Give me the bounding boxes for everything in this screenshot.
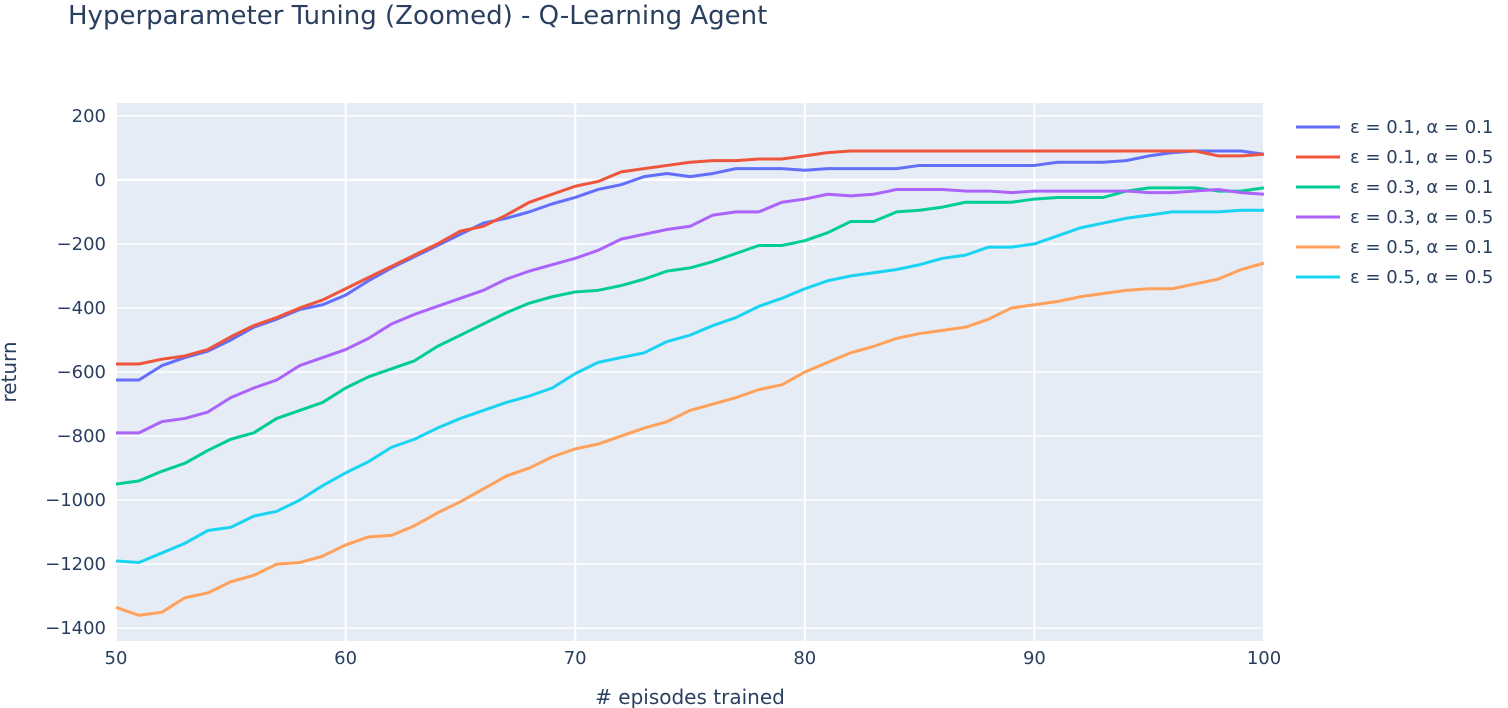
legend[interactable]: ε = 0.1, α = 0.1 ε = 0.1, α = 0.5 ε = 0.3,… [1296, 117, 1493, 288]
x-tick-label: 90 [1023, 648, 1046, 669]
legend-label: ε = 0.5, α = 0.5 [1350, 267, 1493, 288]
x-tick-label: 60 [334, 648, 357, 669]
x-tick-label: 100 [1247, 648, 1281, 669]
series-lines [115, 149, 1265, 617]
y-tick-label: −600 [57, 362, 106, 383]
x-tick-label: 70 [564, 648, 587, 669]
y-tick-label: 200 [72, 106, 106, 127]
y-tick-label: 0 [95, 170, 106, 191]
series-line-1 [116, 149, 1265, 382]
x-tick-label: 80 [793, 648, 816, 669]
legend-label: ε = 0.5, α = 0.1 [1350, 237, 1493, 258]
legend-label: ε = 0.1, α = 0.5 [1350, 147, 1493, 168]
legend-item-3[interactable]: ε = 0.3, α = 0.1 [1296, 177, 1493, 198]
legend-item-4[interactable]: ε = 0.3, α = 0.5 [1296, 207, 1493, 228]
y-tick-label: −800 [57, 426, 106, 447]
y-tick-label: −1400 [45, 618, 106, 639]
series-line-4 [116, 187, 1265, 435]
series-line-5 [115, 261, 1265, 617]
x-axis-title: # episodes trained [595, 685, 785, 708]
y-tick-label: −200 [57, 234, 106, 255]
legend-item-1[interactable]: ε = 0.1, α = 0.1 [1296, 117, 1493, 138]
y-tick-label: −400 [57, 298, 106, 319]
y-axis-ticks: 200 0 −200 −400 −600 −800 −1000 −1200 −1400 [45, 106, 106, 639]
legend-item-2[interactable]: ε = 0.1, α = 0.5 [1296, 147, 1493, 168]
legend-label: ε = 0.3, α = 0.5 [1350, 207, 1493, 228]
series-line-3 [115, 186, 1265, 486]
chart-title: Hyperparameter Tuning (Zoomed) - Q-Learn… [68, 1, 767, 31]
series-line-6 [115, 208, 1264, 565]
y-tick-label: −1000 [45, 490, 106, 511]
legend-label: ε = 0.1, α = 0.1 [1350, 117, 1493, 138]
legend-label: ε = 0.3, α = 0.1 [1350, 177, 1493, 198]
x-tick-label: 50 [105, 648, 128, 669]
grid-lines [115, 103, 1265, 641]
x-axis-ticks: 50 60 70 80 90 100 [105, 648, 1282, 669]
y-tick-label: −1200 [45, 554, 106, 575]
series-line-2 [116, 149, 1265, 366]
legend-item-6[interactable]: ε = 0.5, α = 0.5 [1296, 267, 1493, 288]
y-axis-title: return [0, 341, 21, 402]
legend-item-5[interactable]: ε = 0.5, α = 0.1 [1296, 237, 1493, 258]
